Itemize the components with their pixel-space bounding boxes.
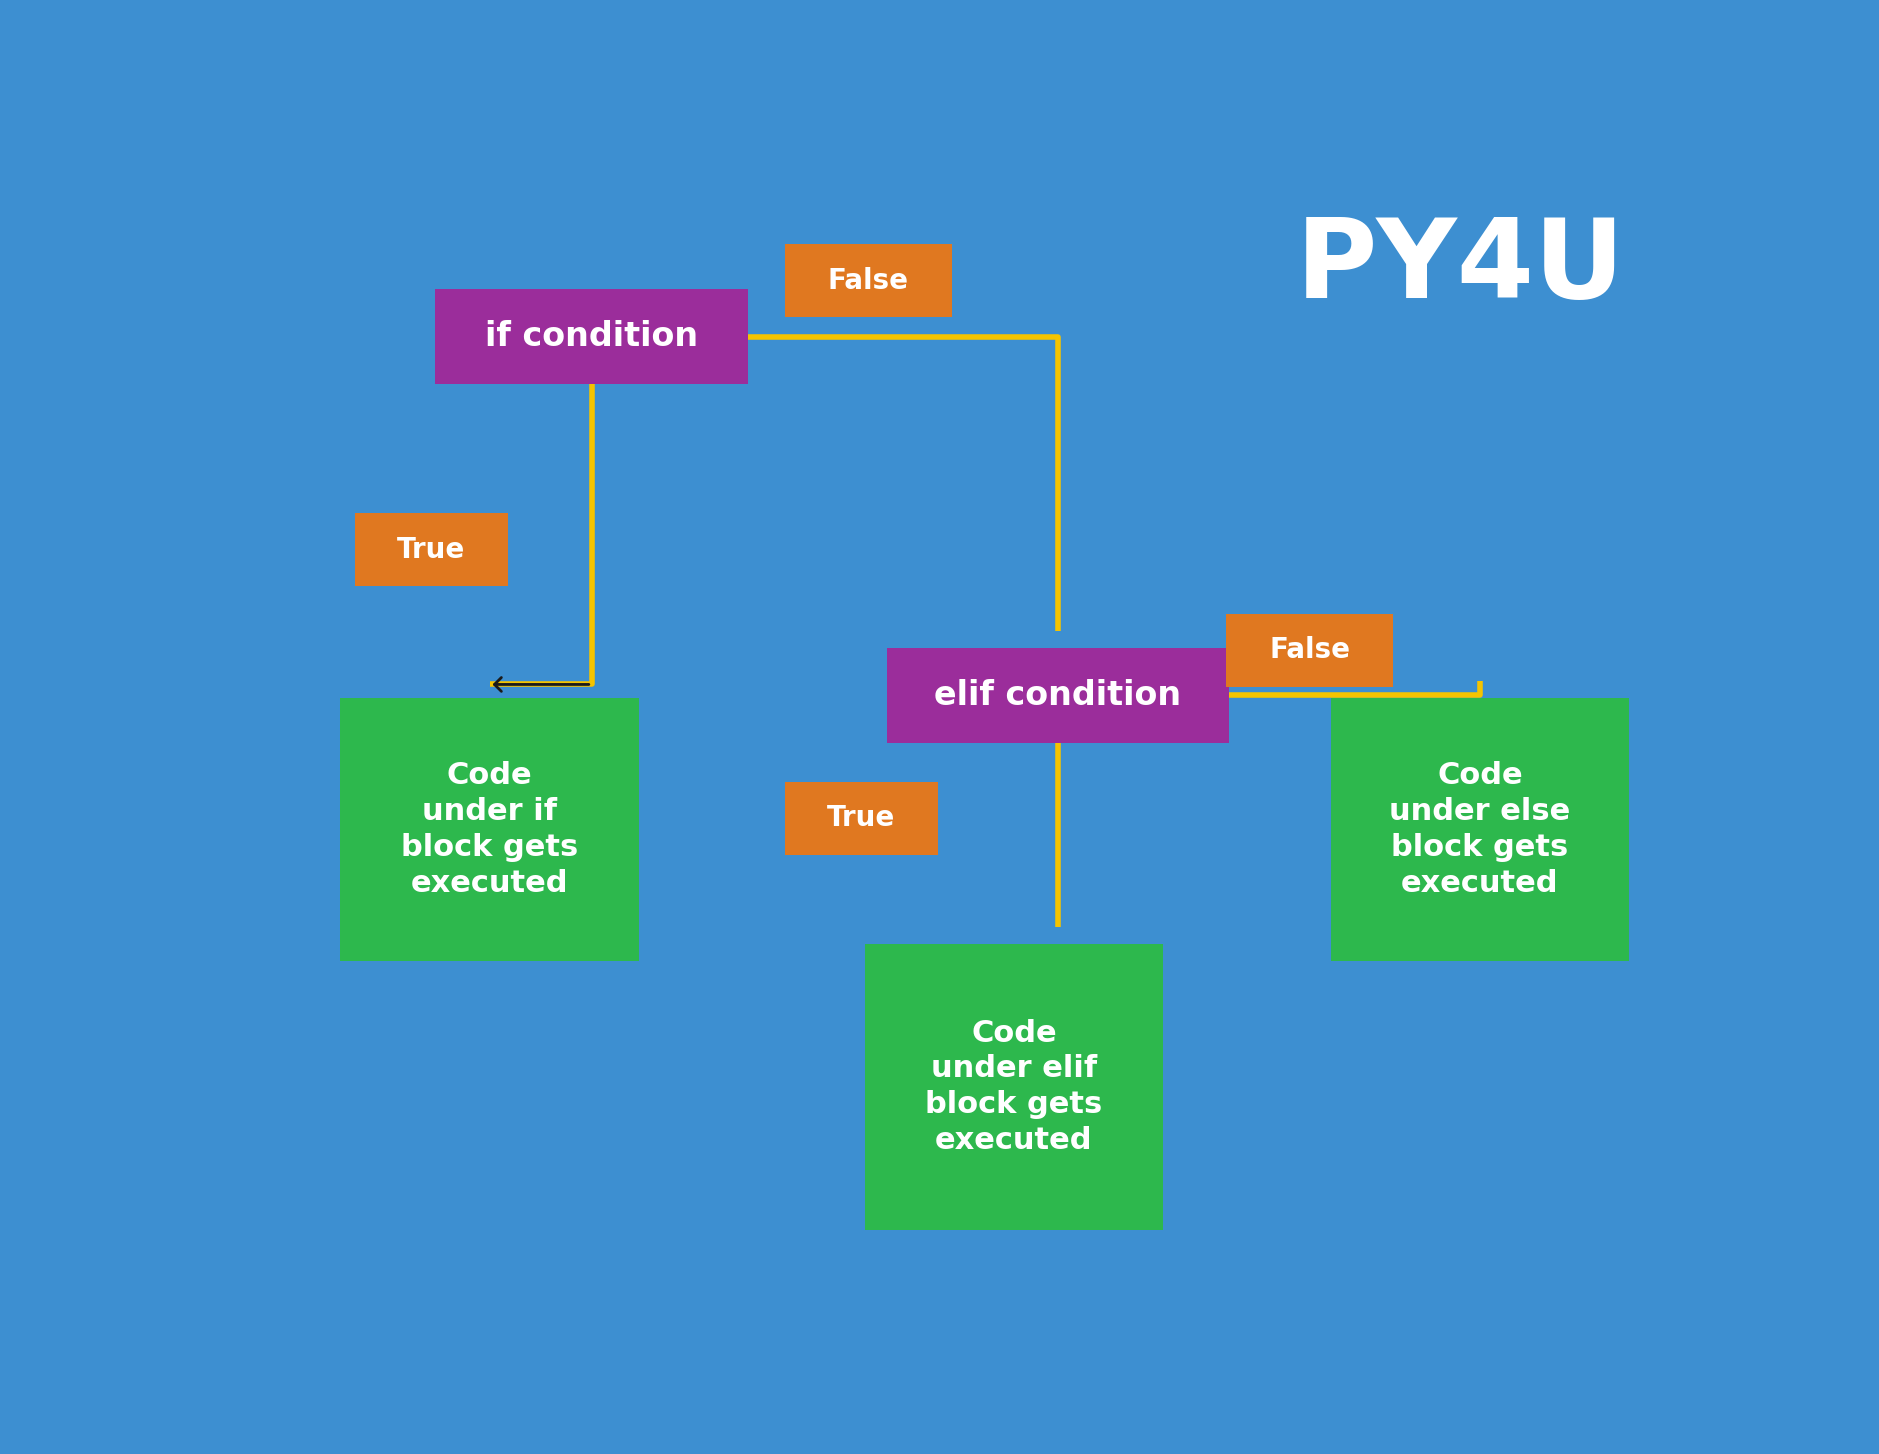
Text: PY4U: PY4U	[1297, 214, 1625, 321]
FancyBboxPatch shape	[355, 513, 507, 586]
Text: Code
under else
block gets
executed: Code under else block gets executed	[1389, 760, 1571, 897]
Text: False: False	[829, 268, 909, 295]
Text: Code
under elif
block gets
executed: Code under elif block gets executed	[924, 1019, 1103, 1156]
FancyBboxPatch shape	[864, 944, 1163, 1230]
FancyBboxPatch shape	[340, 698, 639, 961]
Text: True: True	[396, 535, 466, 564]
FancyBboxPatch shape	[436, 289, 748, 384]
Text: False: False	[1268, 637, 1351, 664]
FancyBboxPatch shape	[785, 244, 953, 317]
FancyBboxPatch shape	[1330, 698, 1629, 961]
Text: if condition: if condition	[485, 320, 699, 353]
Text: elif condition: elif condition	[934, 679, 1182, 711]
FancyBboxPatch shape	[887, 647, 1229, 743]
Text: Code
under if
block gets
executed: Code under if block gets executed	[400, 760, 579, 897]
FancyBboxPatch shape	[785, 782, 938, 855]
FancyBboxPatch shape	[1225, 614, 1394, 686]
Text: True: True	[827, 804, 894, 832]
